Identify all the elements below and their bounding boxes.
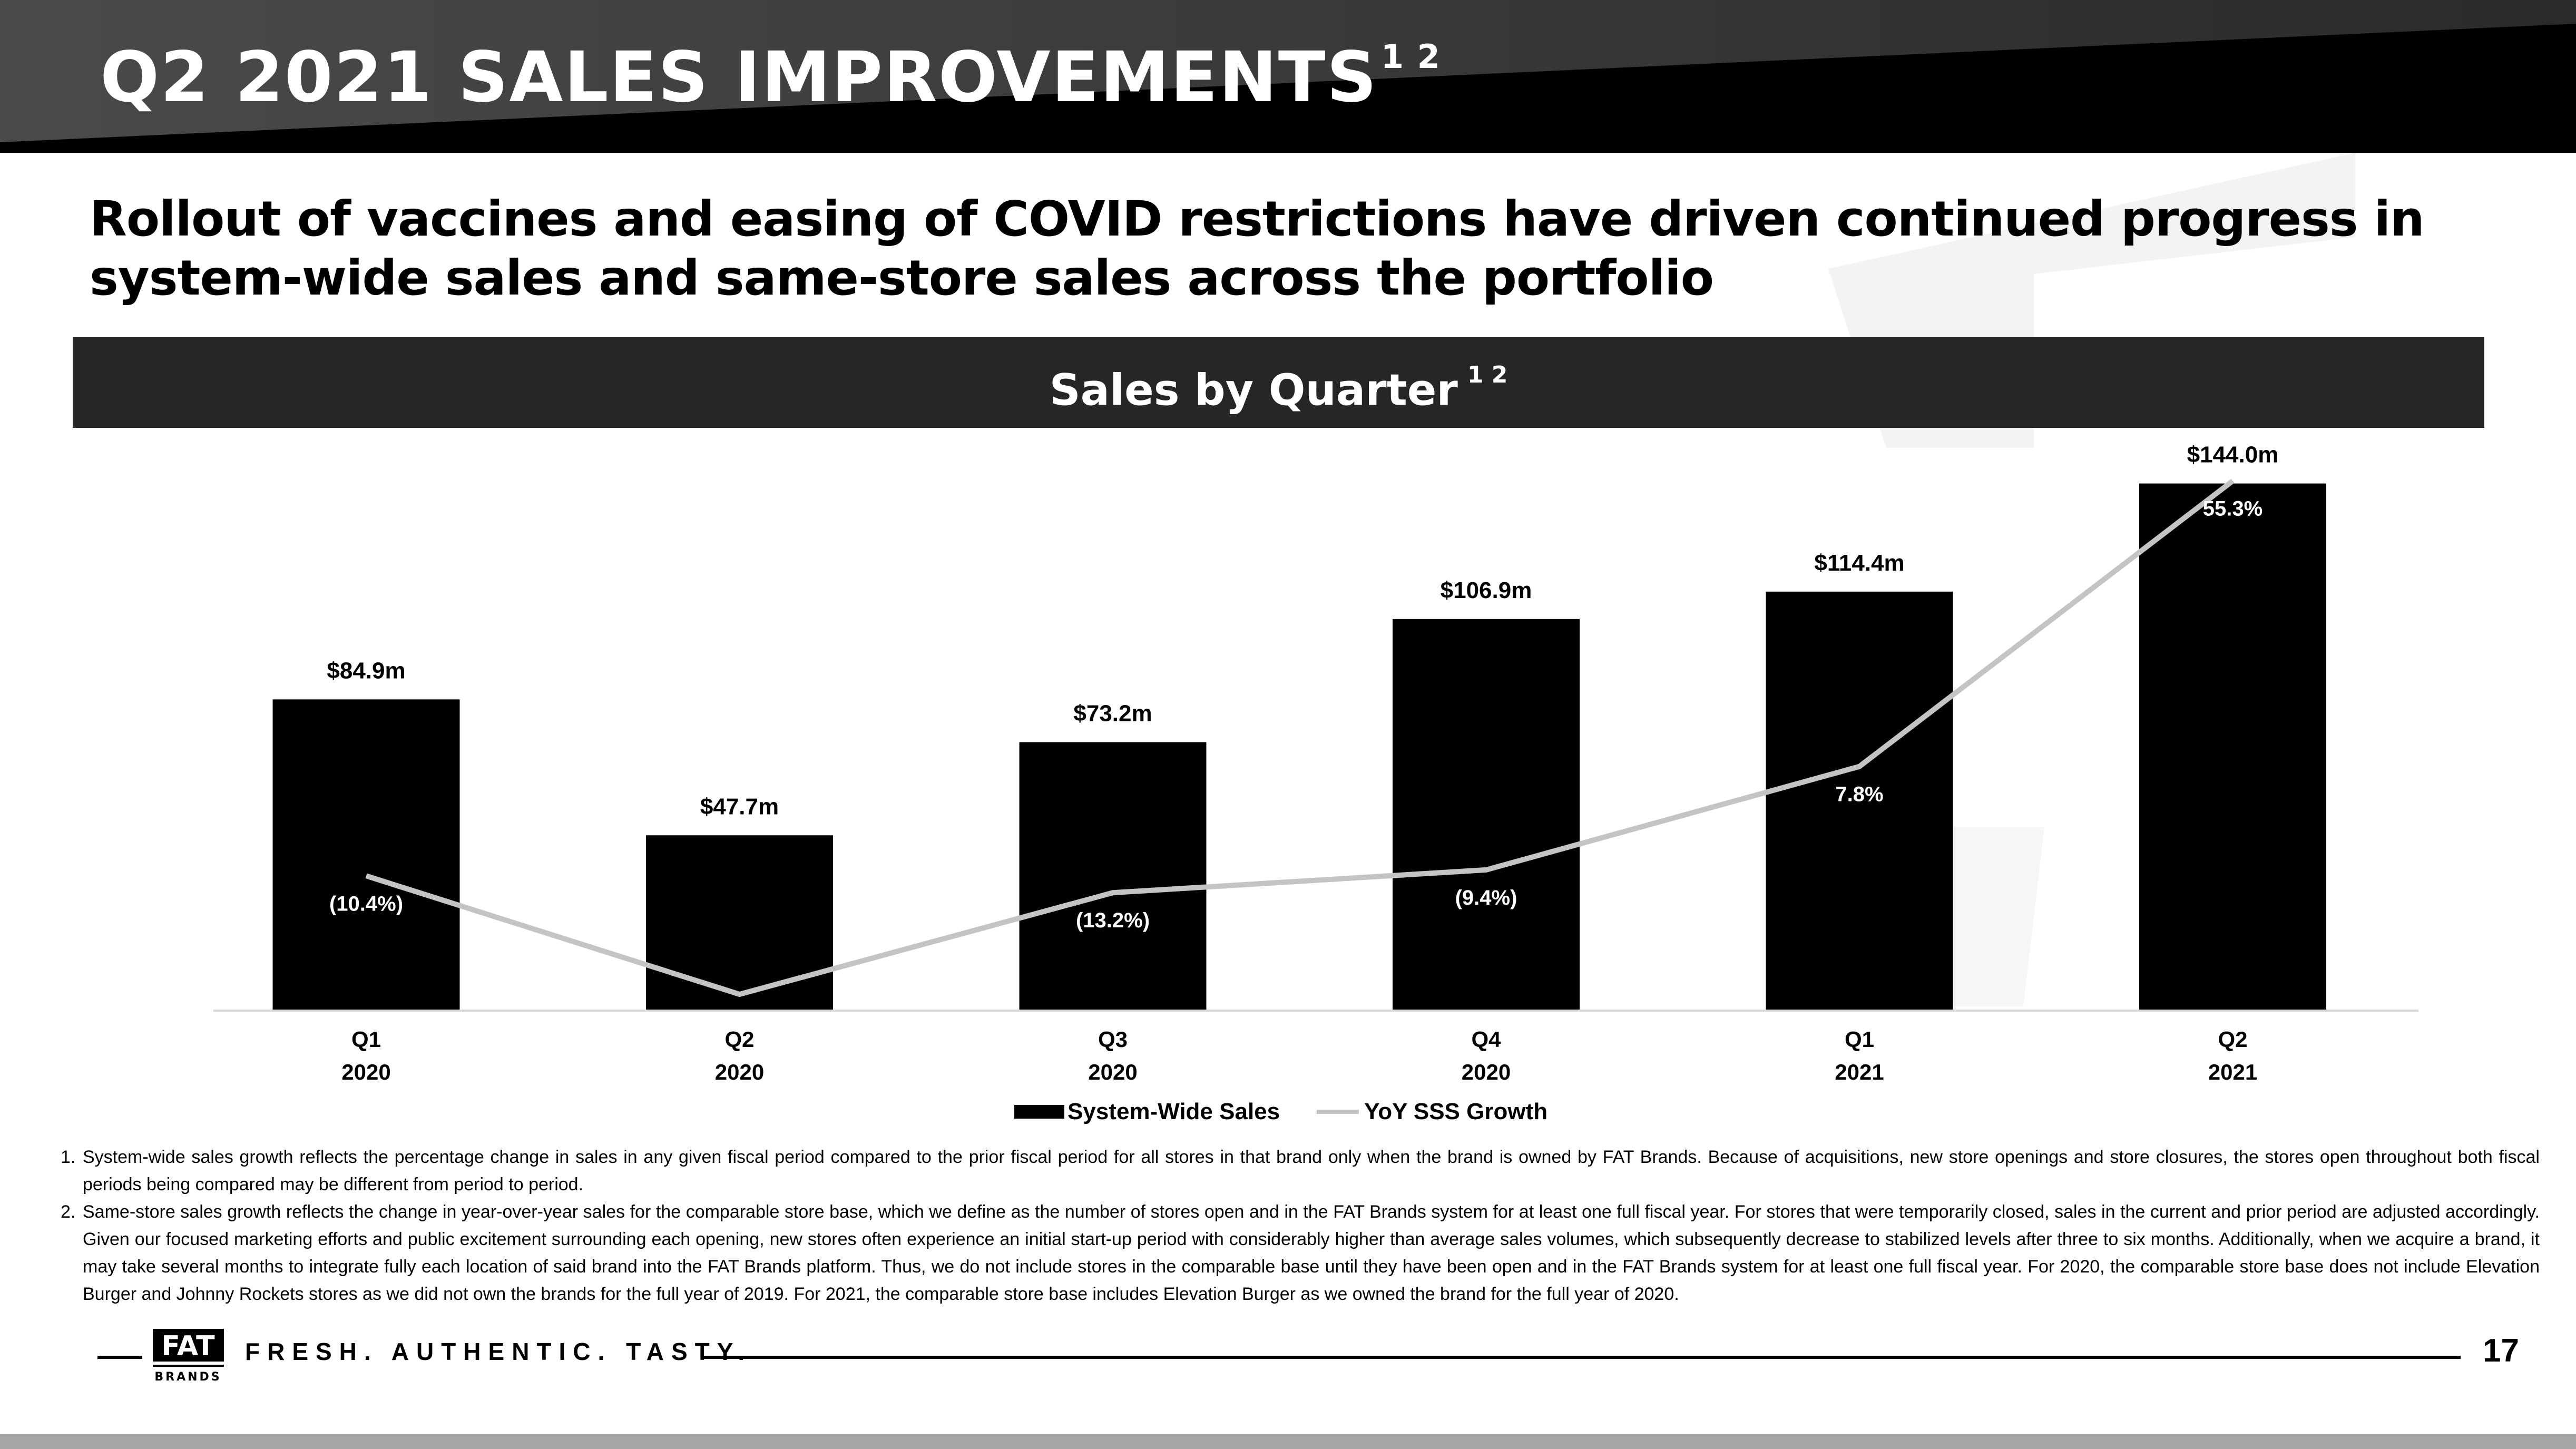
footnote-text: System-wide sales growth reflects the pe…: [83, 1147, 2540, 1195]
chart-title-banner: Sales by Quarter 1 2: [73, 337, 2484, 428]
chart-legend: System-Wide Sales YoY SSS Growth: [1014, 1096, 1547, 1128]
legend-bar-swatch: [1014, 1105, 1064, 1119]
x-tick-label: 2020: [1088, 1060, 1137, 1084]
sss-growth-label: 55.3%: [2203, 497, 2262, 521]
legend-line-swatch: [1317, 1110, 1359, 1114]
footer-tagline: FRESH. AUTHENTIC. TASTY.: [245, 1338, 752, 1365]
logo-text-bottom: BRANDS: [154, 1370, 221, 1382]
sss-growth-label: (30.1%): [702, 1011, 776, 1034]
slide-subtitle: Rollout of vaccines and easing of COVID …: [90, 191, 2425, 306]
footnote-2: 2. Same-store sales growth reflects the …: [61, 1198, 2540, 1308]
bar-value-label: $84.9m: [327, 658, 405, 683]
page-number: 17: [2483, 1333, 2519, 1369]
x-tick-label: 2021: [2208, 1060, 2257, 1084]
x-tick-label: 2020: [341, 1060, 390, 1084]
footer-rule-left: [97, 1356, 142, 1359]
sales-bar: [1019, 742, 1207, 1010]
sales-bar: [1766, 591, 1953, 1010]
chart-title: Sales by Quarter 1 2: [1049, 361, 1508, 416]
x-tick-label: Q1: [351, 1027, 381, 1052]
bar-value-label: $114.4m: [1814, 550, 1904, 576]
sales-bar: [2139, 483, 2326, 1010]
fat-brands-logo: FAT BRANDS: [153, 1329, 224, 1382]
x-tick-label: Q1: [1845, 1027, 1874, 1052]
header-bar: Q2 2021 SALES IMPROVEMENTS1 2: [0, 0, 2576, 153]
footnotes: 1. System-wide sales growth reflects the…: [61, 1143, 2540, 1308]
x-tick-label: 2021: [1835, 1060, 1884, 1084]
footnote-text: Same-store sales growth reflects the cha…: [83, 1202, 2540, 1304]
footnote-number: 1.: [61, 1147, 76, 1167]
x-tick-label: Q3: [1098, 1027, 1128, 1052]
legend-line-label: YoY SSS Growth: [1364, 1099, 1548, 1124]
sss-growth-label: 7.8%: [1835, 783, 1883, 806]
x-tick-label: 2020: [1462, 1060, 1511, 1084]
legend-bar-label: System-Wide Sales: [1067, 1099, 1280, 1124]
footnote-1: 1. System-wide sales growth reflects the…: [61, 1143, 2540, 1198]
sss-growth-label: (10.4%): [329, 892, 403, 915]
footnote-number: 2.: [61, 1202, 76, 1222]
x-tick-label: Q2: [2218, 1027, 2247, 1052]
x-tick-label: Q2: [724, 1027, 754, 1052]
footer-rule-right: [701, 1356, 2461, 1359]
bar-value-label: $73.2m: [1073, 700, 1152, 726]
x-tick-label: Q4: [1471, 1027, 1501, 1052]
bar-value-label: $106.9m: [1441, 577, 1532, 603]
logo-text-top: FAT: [161, 1330, 215, 1362]
sss-growth-line: [365, 478, 2235, 997]
bottom-bar: [0, 1434, 2576, 1449]
page-title: Q2 2021 SALES IMPROVEMENTS1 2: [100, 37, 1441, 118]
sss-growth-label: (13.2%): [1076, 909, 1150, 932]
sss-growth-label: (9.4%): [1455, 886, 1517, 909]
bar-value-label: $47.7m: [700, 794, 779, 819]
sales-bar: [1393, 619, 1580, 1010]
sales-bar: [272, 699, 460, 1010]
bar-value-label: $144.0m: [2187, 442, 2279, 468]
sales-bar: [646, 835, 833, 1010]
x-tick-label: 2020: [715, 1060, 764, 1084]
header-gradient-shape: [0, 0, 2576, 142]
